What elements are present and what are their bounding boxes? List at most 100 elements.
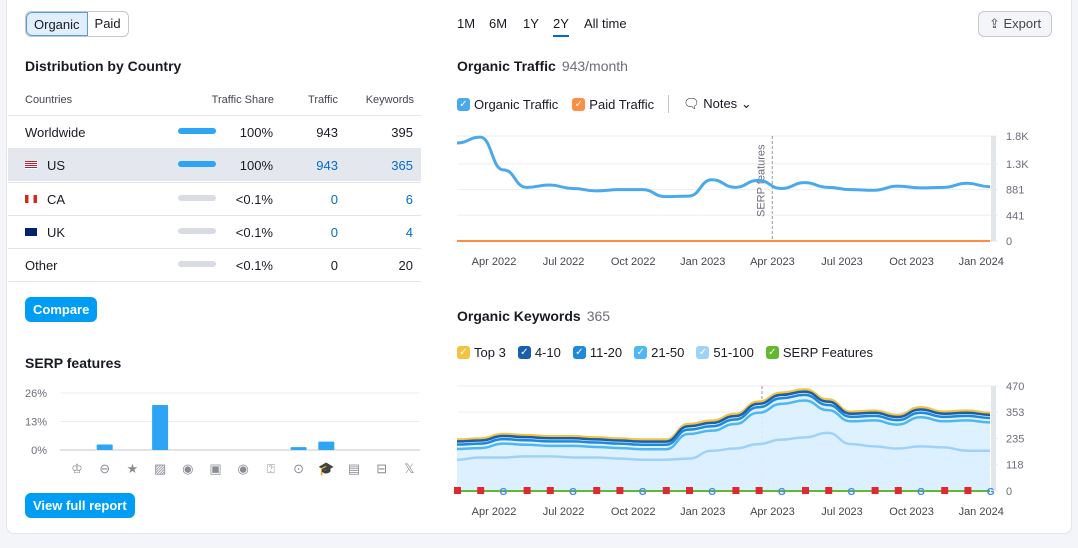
flag-icon[interactable] — [941, 487, 949, 494]
export-button[interactable]: ⇪ Export — [978, 11, 1053, 37]
google-update-icon[interactable]: G — [569, 487, 577, 498]
serp-bar[interactable] — [318, 441, 335, 450]
country-row[interactable]: US 100% 943 365 — [8, 148, 421, 182]
column-header: Traffic Share — [211, 94, 274, 106]
x-tick-label: Jan 2023 — [680, 256, 725, 268]
scroll-handle[interactable] — [991, 386, 996, 491]
series-line[interactable] — [456, 390, 991, 443]
y-tick-label: 353 — [1006, 407, 1024, 419]
paid-checkbox[interactable]: ✓ — [572, 97, 586, 111]
distribution-title: Distribution by Country — [25, 58, 182, 74]
serp-bar[interactable] — [152, 405, 169, 450]
flag-icon[interactable] — [686, 487, 693, 494]
series-line[interactable] — [456, 431, 990, 461]
keywords-value[interactable]: 4 — [405, 224, 413, 240]
series-line-organic[interactable] — [456, 135, 991, 199]
google-update-icon[interactable]: G — [500, 487, 508, 498]
legend-checkbox[interactable]: ✓ — [765, 346, 779, 359]
news-icon[interactable]: ▤ — [348, 461, 360, 476]
y-tick-label: 118 — [1006, 460, 1024, 472]
us-flag — [25, 161, 37, 170]
graduation-cap-icon[interactable]: 🎓 — [318, 461, 334, 476]
paid-tab[interactable]: Paid — [94, 16, 121, 31]
legend-label: 21-50 — [651, 345, 685, 360]
time-range-2y[interactable]: 2Y — [553, 16, 569, 37]
flag-icon[interactable] — [964, 487, 972, 494]
x-icon[interactable]: 𝕏 — [404, 461, 414, 476]
flag-icon[interactable] — [523, 487, 531, 494]
location-icon[interactable]: ⊙ — [293, 461, 304, 476]
traffic-value[interactable]: 0 — [330, 224, 338, 240]
legend-label: SERP Features — [782, 345, 873, 360]
image-icon[interactable]: ▨ — [154, 461, 166, 476]
keywords-title: Organic Keywords 365 — [457, 308, 610, 324]
keywords-value[interactable]: 6 — [405, 191, 413, 207]
briefcase-icon[interactable]: ⊟ — [376, 461, 387, 476]
crown-icon[interactable]: ♔ — [71, 461, 83, 476]
time-range-1m[interactable]: 1M — [457, 16, 476, 31]
time-range-1y[interactable]: 1Y — [523, 16, 539, 31]
legend-checkbox[interactable]: ✓ — [457, 346, 470, 359]
x-tick-label: Jan 2023 — [680, 506, 725, 518]
time-range-6m[interactable]: 6M — [489, 16, 508, 31]
y-tick-label: 441 — [1006, 210, 1024, 222]
traffic-share-bar — [178, 261, 216, 268]
google-update-icon[interactable]: G — [778, 487, 786, 498]
notes-button[interactable]: 🗨 Notes ⌄ — [683, 96, 752, 112]
x-tick-label: Jan 2024 — [959, 506, 1004, 518]
faq-icon[interactable]: ⍰ — [267, 461, 275, 476]
series-line[interactable] — [456, 393, 991, 447]
legend-checkbox[interactable]: ✓ — [696, 346, 710, 359]
flag-icon[interactable] — [454, 487, 461, 494]
flag-icon[interactable] — [894, 487, 902, 494]
view-full-report-button[interactable]: View full report — [25, 493, 135, 518]
scroll-handle[interactable] — [991, 136, 996, 241]
organic-tab[interactable]: Organic — [26, 12, 88, 36]
traffic-title-text: Organic Traffic — [457, 58, 556, 74]
video-preview-icon[interactable]: ▣ — [209, 461, 221, 476]
link-icon[interactable]: ⊖ — [99, 461, 110, 476]
keywords-value: 365 — [586, 308, 611, 324]
series-line[interactable] — [456, 388, 991, 441]
flag-icon[interactable] — [477, 487, 485, 494]
keywords-value[interactable]: 365 — [391, 158, 413, 174]
traffic-share: <0.1% — [235, 258, 273, 274]
flag-icon[interactable] — [825, 487, 833, 494]
country-row[interactable]: CA <0.1% 0 6 — [8, 181, 421, 215]
flag-icon[interactable] — [662, 487, 670, 494]
country-row[interactable]: Other <0.1% 0 20 — [8, 248, 421, 281]
google-update-icon[interactable]: G — [917, 487, 925, 498]
google-update-icon[interactable]: G — [639, 487, 647, 498]
flag-icon[interactable] — [593, 487, 601, 494]
flag-icon[interactable] — [732, 487, 740, 494]
country-row[interactable]: Worldwide 100% 943 395 — [8, 115, 421, 148]
country-row[interactable]: UK <0.1% 0 4 — [8, 214, 421, 248]
google-update-icon[interactable]: G — [987, 487, 995, 498]
flag-icon[interactable] — [546, 487, 554, 494]
serp-bar[interactable] — [290, 447, 307, 450]
series-line[interactable] — [456, 399, 991, 451]
keywords-value: 395 — [391, 125, 413, 140]
play-icon[interactable]: ◉ — [238, 461, 249, 476]
time-range-all-time[interactable]: All time — [584, 16, 627, 31]
legend-checkbox[interactable]: ✓ — [572, 346, 586, 359]
google-update-icon[interactable]: G — [848, 487, 856, 498]
legend-checkbox[interactable]: ✓ — [517, 346, 531, 359]
traffic-value[interactable]: 943 — [316, 158, 338, 174]
keywords-value: 20 — [398, 258, 413, 274]
country-name: CA — [47, 191, 66, 207]
traffic-value[interactable]: 0 — [330, 191, 338, 207]
legend-label: Top 3 — [474, 345, 506, 360]
flag-icon[interactable] — [616, 487, 624, 494]
organic-checkbox[interactable]: ✓ — [457, 97, 470, 111]
legend-checkbox[interactable]: ✓ — [634, 346, 648, 359]
flag-icon[interactable] — [802, 487, 809, 494]
flag-icon[interactable] — [871, 487, 879, 494]
google-update-icon[interactable]: G — [708, 487, 716, 498]
flag-icon[interactable] — [755, 487, 763, 494]
serp-bar[interactable] — [96, 444, 113, 450]
star-icon[interactable]: ★ — [127, 461, 139, 476]
y-tick-label: 13% — [25, 417, 47, 429]
video-icon[interactable]: ◉ — [182, 461, 193, 476]
compare-button[interactable]: Compare — [25, 297, 98, 322]
